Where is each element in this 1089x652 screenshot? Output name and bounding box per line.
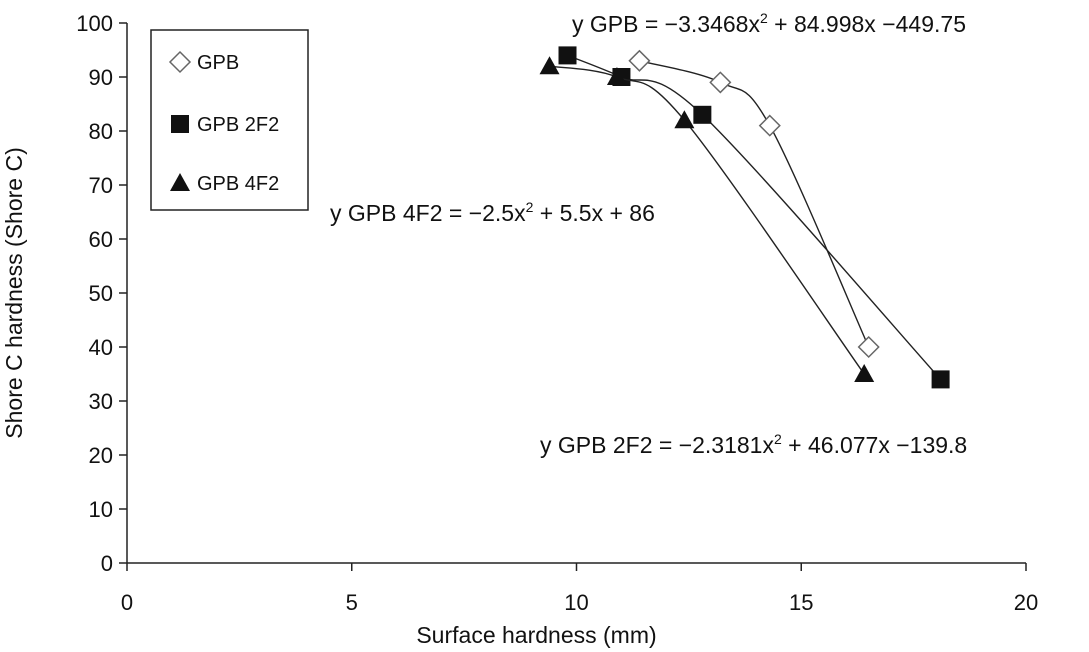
equation-suffix: + 46.077x −139.8 [782, 432, 967, 458]
equation-prefix: y GPB 2F2 = −2.3181x [540, 432, 774, 458]
x-tick-label: 15 [789, 590, 813, 615]
data-point-gpb-2f2 [931, 370, 950, 389]
data-point-gpb [709, 71, 732, 94]
data-point-gpb-2f2 [558, 46, 577, 65]
data-point-gpb [857, 335, 880, 359]
y-tick-label: 0 [101, 551, 113, 576]
plot-area: 0 10 20 30 40 50 60 70 80 90 100 0 5 10 15 20 Surface ha… [1, 10, 1038, 648]
legend-marker-gpb [168, 50, 192, 74]
legend-item-gpb-2f2: GPB 2F2 [171, 114, 279, 136]
equation-gpb-4f2: y GPB 4F2 = −2.5x2 + 5.5x + 86 [330, 199, 655, 226]
y-tick-label: 60 [89, 227, 113, 252]
x-tick-label: 20 [1014, 590, 1038, 615]
equation-prefix: y GPB = −3.3468x [572, 11, 760, 37]
data-point-gpb [628, 49, 651, 72]
legend-label-gpb: GPB [197, 52, 239, 74]
equation-prefix: y GPB 4F2 = −2.5x [330, 200, 526, 226]
data-point-gpb-4f2 [606, 67, 627, 85]
x-axis-title: Surface hardness (mm) [416, 622, 656, 648]
data-point-gpb-4f2 [539, 56, 560, 75]
x-tick-label: 10 [564, 590, 588, 615]
y-tick-label: 20 [89, 443, 113, 468]
equation-suffix: + 5.5x + 86 [533, 200, 654, 226]
legend: GPB GPB 2F2 GPB 4F2 [150, 29, 309, 211]
y-tick-label: 80 [89, 119, 113, 144]
legend-marker-gpb-2f2 [171, 115, 189, 133]
equation-suffix: + 84.998x −449.75 [768, 11, 966, 37]
y-axis-title: Shore C hardness (Shore C) [1, 147, 27, 438]
y-tick-label: 50 [89, 281, 113, 306]
equation-superscript: 2 [774, 431, 782, 447]
data-point-gpb-4f2 [854, 364, 875, 382]
series-gpb [628, 49, 880, 359]
data-point-gpb [758, 114, 781, 137]
y-tick-label: 100 [76, 11, 113, 36]
series-gpb-4f2 [539, 56, 875, 382]
legend-marker-gpb-4f2 [170, 173, 190, 191]
legend-item-gpb-4f2: GPB 4F2 [170, 173, 279, 195]
equation-gpb: y GPB = −3.3468x2 + 84.998x −449.75 [572, 10, 966, 37]
equation-gpb-2f2: y GPB 2F2 = −2.3181x2 + 46.077x −139.8 [540, 431, 967, 458]
y-tick-label: 30 [89, 389, 113, 414]
y-tick-label: 70 [89, 173, 113, 198]
data-point-gpb-4f2 [674, 110, 695, 129]
x-tick-label: 0 [121, 590, 133, 615]
legend-item-gpb: GPB [168, 50, 239, 74]
trendline-gpb-4f2 [549, 65, 865, 375]
legend-label-gpb-4f2: GPB 4F2 [197, 173, 279, 195]
y-tick-label: 90 [89, 65, 113, 90]
y-tick-label: 40 [89, 335, 113, 360]
trendline-gpb [639, 60, 870, 348]
data-point-gpb-2f2 [693, 105, 712, 124]
legend-label-gpb-2f2: GPB 2F2 [197, 114, 279, 136]
equation-superscript: 2 [760, 10, 768, 26]
y-tick-label: 10 [89, 497, 113, 522]
equation-superscript: 2 [526, 199, 534, 215]
x-tick-label: 5 [346, 590, 358, 615]
